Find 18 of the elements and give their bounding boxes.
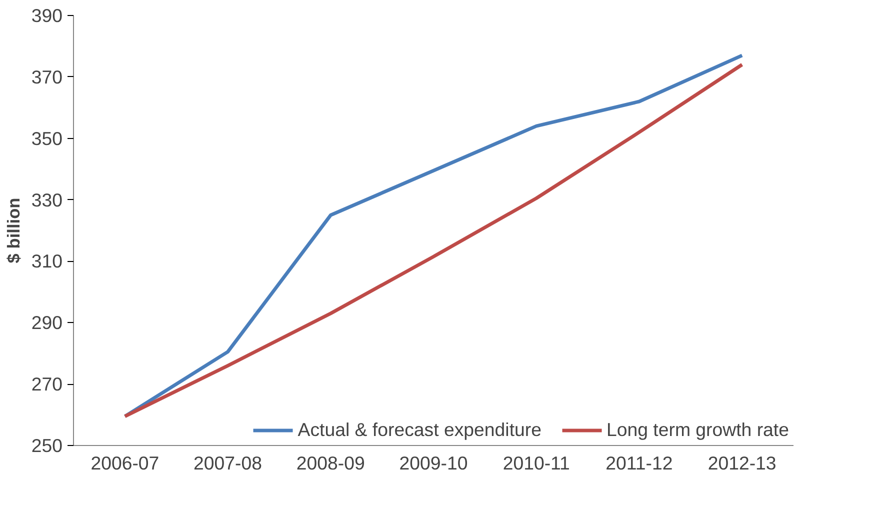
- x-tick-label: 2009-10: [399, 452, 468, 474]
- x-tick-label: 2011-12: [606, 452, 673, 474]
- x-tick-label: 2007-08: [194, 452, 262, 474]
- y-tick-label: 350: [31, 128, 63, 149]
- y-tick-label: 370: [31, 66, 63, 88]
- x-tick-label: 2006-07: [90, 452, 160, 474]
- legend-label: Actual & forecast expenditure: [298, 419, 542, 441]
- x-tick-label: 2008-09: [296, 452, 365, 474]
- y-tick-label: 390: [31, 5, 63, 26]
- y-tick-label: 270: [31, 374, 63, 395]
- y-tick-label: 330: [31, 189, 63, 210]
- y-tick-label: 290: [31, 312, 63, 334]
- y-axis-title: $ billion: [3, 198, 24, 264]
- x-tick-label: 2012-13: [708, 452, 776, 474]
- legend-label: Long term growth rate: [606, 419, 789, 441]
- x-tick-label: 2010-11: [502, 452, 570, 474]
- y-tick-label: 250: [31, 435, 63, 456]
- y-tick-label: 310: [31, 250, 63, 272]
